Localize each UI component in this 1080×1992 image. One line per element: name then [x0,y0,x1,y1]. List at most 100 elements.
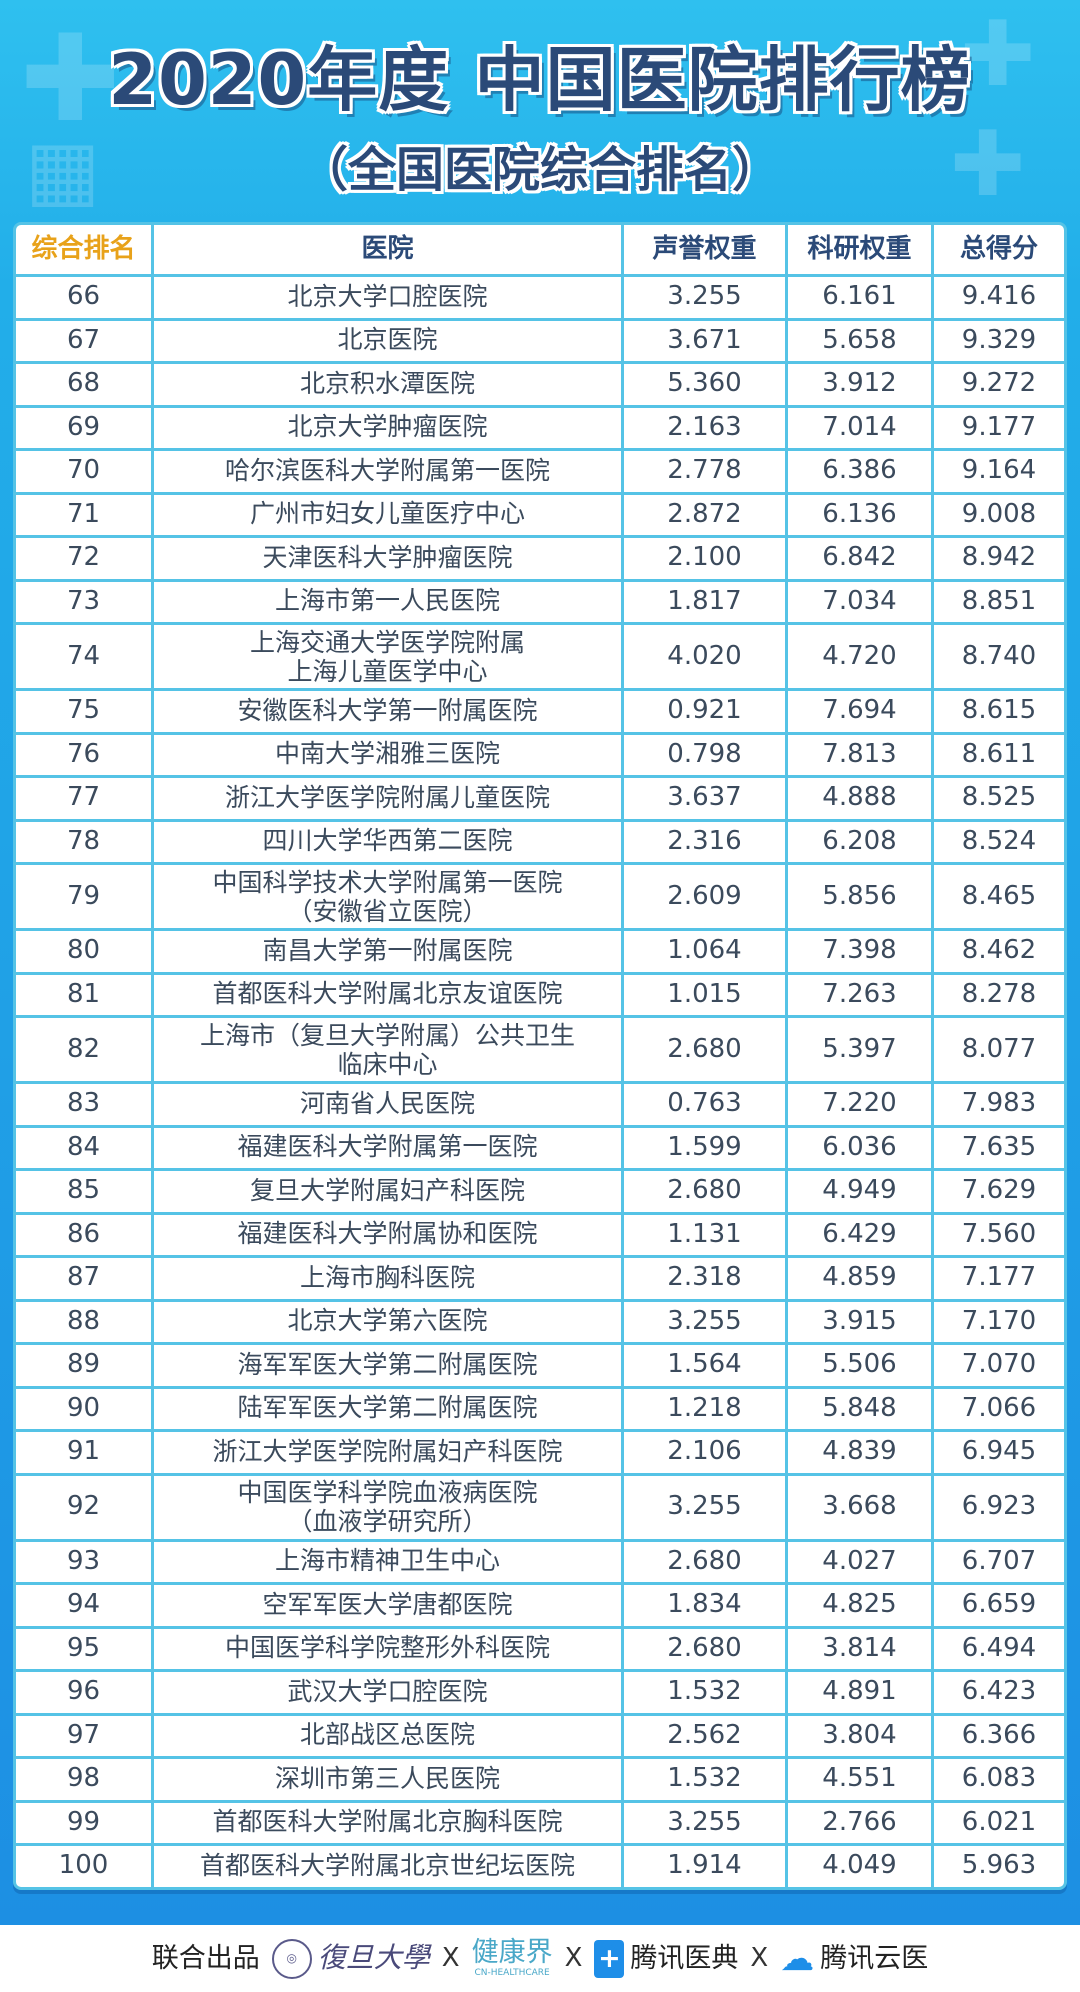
table-row: 88 北京大学第六医院 3.255 3.915 7.170 [16,1298,1064,1342]
rank-cell: 89 [66,1349,101,1380]
table-row: 66 北京大学口腔医院 3.255 6.161 9.416 [16,274,1064,318]
tencent-cloud-logo: ☁ 腾讯云医 [780,1942,928,1976]
rank-cell: 74 [66,640,101,671]
table-row: 80 南昌大学第一附属医院 1.064 7.398 8.462 [16,928,1064,972]
hospital-cell: 南昌大学第一附属医院 [151,931,621,972]
total-cell: 8.462 [931,931,1064,972]
hospital-cell: 中南大学湘雅三医院 [151,734,621,775]
reputation-cell: 1.131 [621,1214,785,1255]
reputation-cell: 3.255 [621,1475,785,1539]
rank-cell: 93 [66,1545,101,1576]
rank-cell: 84 [66,1131,101,1162]
total-cell: 8.525 [931,778,1064,819]
header-total: 总得分 [931,225,1064,274]
table-row: 94 空军军医大学唐都医院 1.834 4.825 6.659 [16,1582,1064,1626]
research-cell: 7.398 [785,931,931,972]
hospital-cell: 北京积水潭医院 [151,364,621,405]
hospital-cell: 海军军医大学第二附属医院 [151,1345,621,1386]
total-cell: 7.177 [931,1258,1064,1299]
research-cell: 4.551 [785,1759,931,1800]
reputation-cell: 2.318 [621,1258,785,1299]
table-header: 综合排名 医院 声誉权重 科研权重 总得分 [16,225,1064,274]
reputation-cell: 0.763 [621,1084,785,1125]
total-cell: 7.070 [931,1345,1064,1386]
table-row: 90 陆军军医大学第二附属医院 1.218 5.848 7.066 [16,1385,1064,1429]
hospital-cell: 上海市胸科医院 [151,1258,621,1299]
research-cell: 7.034 [785,581,931,622]
research-cell: 6.842 [785,538,931,579]
page-subtitle: （全国医院综合排名） [299,142,780,198]
separator: X [564,1943,583,1974]
research-cell: 3.668 [785,1475,931,1539]
table-row: 82 上海市（复旦大学附属）公共卫生 临床中心 2.680 5.397 8.077 [16,1015,1064,1081]
reputation-cell: 2.106 [621,1432,785,1473]
table-row: 72 天津医科大学肿瘤医院 2.100 6.842 8.942 [16,535,1064,579]
research-cell: 6.136 [785,494,931,535]
table-row: 75 安徽医科大学第一附属医院 0.921 7.694 8.615 [16,688,1064,732]
table-row: 91 浙江大学医学院附属妇产科医院 2.106 4.839 6.945 [16,1429,1064,1473]
total-cell: 9.416 [931,277,1064,318]
hospital-cell: 四川大学华西第二医院 [151,821,621,862]
reputation-cell: 1.015 [621,974,785,1015]
total-cell: 7.170 [931,1301,1064,1342]
rank-cell: 76 [66,738,101,769]
research-cell: 3.915 [785,1301,931,1342]
research-cell: 4.888 [785,778,931,819]
hospital-cell: 空军军医大学唐都医院 [151,1585,621,1626]
reputation-cell: 1.532 [621,1672,785,1713]
hospital-cell: 中国医学科学院血液病医院 （血液学研究所） [151,1475,621,1539]
table-row: 71 广州市妇女儿童医疗中心 2.872 6.136 9.008 [16,491,1064,535]
total-cell: 8.615 [931,691,1064,732]
rank-cell: 83 [66,1088,101,1119]
research-cell: 6.036 [785,1127,931,1168]
hospital-cell: 上海交通大学医学院附属 上海儿童医学中心 [151,625,621,688]
table-row: 73 上海市第一人民医院 1.817 7.034 8.851 [16,578,1064,622]
hospital-cell: 北京大学肿瘤医院 [151,407,621,448]
tencent-yidian-book-icon: + [594,1939,625,1978]
research-cell: 4.027 [785,1541,931,1582]
reputation-cell: 1.834 [621,1585,785,1626]
reputation-cell: 2.562 [621,1715,785,1756]
research-cell: 4.839 [785,1432,931,1473]
total-cell: 7.629 [931,1171,1064,1212]
research-cell: 4.049 [785,1846,931,1887]
total-cell: 6.923 [931,1475,1064,1539]
total-cell: 9.272 [931,364,1064,405]
table-row: 98 深圳市第三人民医院 1.532 4.551 6.083 [16,1756,1064,1800]
hospital-cell: 首都医科大学附属北京世纪坛医院 [151,1846,621,1887]
table-row: 85 复旦大学附属妇产科医院 2.680 4.949 7.629 [16,1168,1064,1212]
reputation-cell: 2.778 [621,451,785,492]
rank-cell: 95 [66,1632,101,1663]
cn-healthcare-logo: 健康界 CN-HEALTHCARE [472,1939,553,1978]
table-row: 93 上海市精神卫生中心 2.680 4.027 6.707 [16,1538,1064,1582]
total-cell: 8.611 [931,734,1064,775]
research-cell: 5.848 [785,1388,931,1429]
total-cell: 6.021 [931,1802,1064,1843]
total-cell: 8.278 [931,974,1064,1015]
total-cell: 8.465 [931,865,1064,928]
research-cell: 4.859 [785,1258,931,1299]
table-row: 67 北京医院 3.671 5.658 9.329 [16,317,1064,361]
research-cell: 5.658 [785,320,931,361]
hospital-cell: 福建医科大学附属第一医院 [151,1127,621,1168]
reputation-cell: 2.872 [621,494,785,535]
rank-cell: 90 [66,1392,101,1423]
total-cell: 6.083 [931,1759,1064,1800]
research-cell: 7.220 [785,1084,931,1125]
hospital-cell: 首都医科大学附属北京胸科医院 [151,1802,621,1843]
hospital-cell: 北京大学口腔医院 [151,277,621,318]
reputation-cell: 1.218 [621,1388,785,1429]
reputation-cell: 2.100 [621,538,785,579]
rank-cell: 92 [66,1491,101,1522]
research-cell: 7.813 [785,734,931,775]
rank-cell: 70 [66,455,101,486]
table-row: 84 福建医科大学附属第一医院 1.599 6.036 7.635 [16,1124,1064,1168]
total-cell: 9.177 [931,407,1064,448]
medical-cross-icon: ✚ [960,2,1036,107]
header-research: 科研权重 [785,225,931,274]
table-row: 89 海军军医大学第二附属医院 1.564 5.506 7.070 [16,1342,1064,1386]
reputation-cell: 5.360 [621,364,785,405]
hospital-cell: 广州市妇女儿童医疗中心 [151,494,621,535]
reputation-cell: 1.817 [621,581,785,622]
